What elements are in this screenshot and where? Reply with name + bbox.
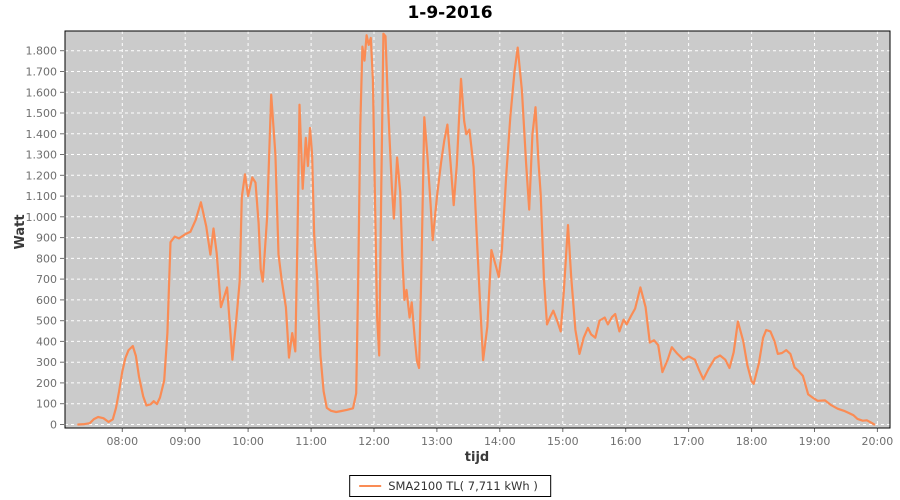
x-tick-label: 09:00: [169, 435, 201, 448]
plot-border: [64, 30, 891, 429]
y-tick-label: 700: [36, 273, 57, 286]
x-tick-label: 19:00: [799, 435, 831, 448]
y-axis-title: Watt: [13, 214, 28, 249]
x-tick-label: 13:00: [421, 435, 453, 448]
y-tick-label: 1.700: [26, 66, 58, 79]
legend: SMA2100 TL( 7,711 kWh ): [349, 475, 551, 497]
y-tick-label: 1.200: [26, 169, 58, 182]
x-tick-label: 17:00: [673, 435, 705, 448]
y-tick-label: 100: [36, 398, 57, 411]
x-axis-title: tijd: [465, 450, 489, 465]
legend-series-swatch: [359, 485, 382, 487]
y-tick-label: 600: [36, 294, 57, 307]
x-tick-label: 15:00: [547, 435, 579, 448]
y-tick-label: 1.000: [26, 211, 58, 224]
y-tick-label: 500: [36, 315, 57, 328]
y-tick-label: 900: [36, 232, 57, 245]
y-tick-label: 1.500: [26, 107, 58, 120]
y-tick-label: 400: [36, 335, 57, 348]
x-tick-label: 11:00: [295, 435, 327, 448]
legend-series-label: SMA2100 TL( 7,711 kWh ): [388, 479, 538, 493]
y-tick-label: 300: [36, 356, 57, 369]
series-line: [77, 32, 876, 426]
y-tick-label: 1.600: [26, 86, 58, 99]
plot-svg[interactable]: 0 100 200 300 400 500 600 700 800 900 1.000 1.100 1.…: [0, 0, 900, 472]
x-tick-label: 12:00: [358, 435, 390, 448]
x-tick-label: 10:00: [232, 435, 264, 448]
y-tick-label: 1.300: [26, 149, 58, 162]
y-tick-label: 1.800: [26, 45, 58, 58]
y-tick-label: 200: [36, 377, 57, 390]
y-tick-label: 1.400: [26, 128, 58, 141]
x-tick-label: 20:00: [862, 435, 894, 448]
x-tick-label: 14:00: [484, 435, 516, 448]
x-tick-label: 08:00: [106, 435, 138, 448]
y-tick-label: 800: [36, 252, 57, 265]
chart-title: 1-9-2016: [407, 3, 493, 23]
y-tick-label: 0: [50, 419, 57, 432]
x-tick-label: 16:00: [610, 435, 642, 448]
x-tick-label: 18:00: [736, 435, 768, 448]
y-tick-label: 1.100: [26, 190, 58, 203]
